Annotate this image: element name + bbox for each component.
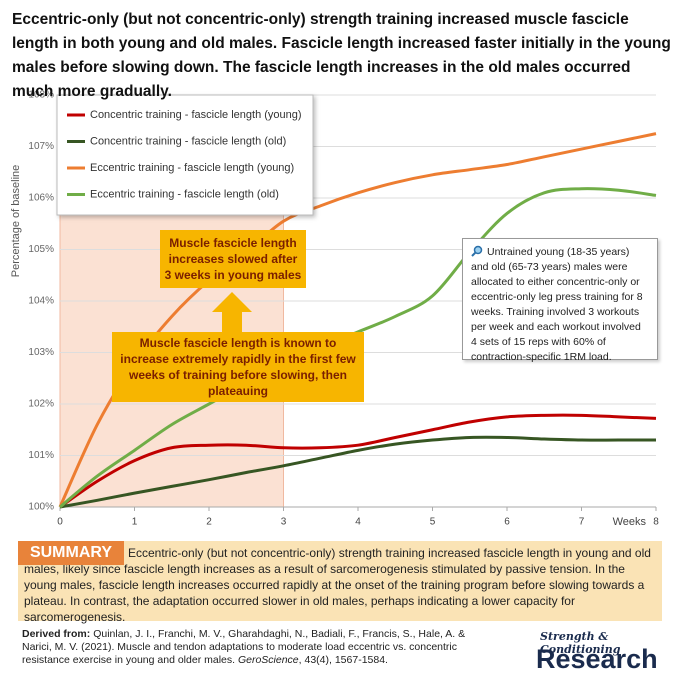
y-tick-label: 105% — [28, 244, 54, 255]
annotation-arrow — [212, 292, 252, 332]
annotation: Muscle fascicle length increases slowed … — [160, 230, 306, 288]
legend-box — [56, 94, 314, 216]
legend-label: Concentric training - fascicle length (o… — [90, 135, 286, 147]
citation-text: Quinlan, J. I., Franchi, M. V., Gharahda… — [22, 628, 466, 666]
x-tick-label: 1 — [132, 517, 138, 528]
legend-label: Eccentric training - fascicle length (ol… — [90, 188, 279, 200]
x-tick-label: 4 — [355, 517, 361, 528]
data-line — [59, 187, 657, 509]
summary-label: SUMMARY — [18, 541, 124, 565]
citation-details: , 43(4), 1567-1584. — [298, 654, 388, 666]
y-tick-label: 104% — [28, 296, 54, 307]
y-tick-label: 101% — [28, 450, 54, 461]
y-tick-label: 100% — [28, 502, 54, 513]
legend-label: Concentric training - fascicle length (y… — [90, 109, 302, 121]
legend-label: Eccentric training - fascicle length (yo… — [90, 162, 294, 174]
y-tick-label: 102% — [28, 399, 54, 410]
search-icon — [471, 245, 483, 257]
y-axis-label: Percentage of baseline — [10, 165, 22, 278]
chart-title: Eccentric-only (but not concentric-only)… — [12, 11, 671, 100]
y-tick-label: 107% — [28, 141, 54, 152]
data-line — [59, 435, 656, 509]
info-text: Untrained young (18-35 years) and old (6… — [471, 246, 643, 363]
info-box: Untrained young (18-35 years) and old (6… — [462, 238, 658, 363]
citation-journal: GeroScience — [237, 654, 299, 666]
x-tick-label: 2 — [206, 517, 212, 528]
x-axis-label: Weeks — [613, 516, 647, 528]
x-tick-label: 0 — [57, 517, 63, 528]
x-tick-label: 6 — [504, 517, 510, 528]
summary-box — [18, 541, 662, 621]
data-line — [59, 413, 657, 509]
x-tick-label: 5 — [430, 517, 436, 528]
x-tick-label: 8 — [653, 517, 659, 528]
logo-bottom: Research — [536, 644, 658, 674]
citation-label: Derived from: — [22, 628, 91, 640]
citation: Derived from: Quinlan, J. I., Franchi, M… — [22, 628, 492, 667]
annotation: Muscle fascicle length is known to incre… — [112, 332, 364, 402]
y-tick-label: 103% — [28, 347, 54, 358]
y-tick-label: 106% — [28, 193, 54, 204]
x-tick-label: 3 — [281, 517, 287, 528]
y-tick-label: 108% — [28, 90, 54, 101]
summary-text: Eccentric-only (but not concentric-only)… — [24, 546, 651, 624]
x-tick-label: 7 — [579, 517, 585, 528]
logo-top: Strength & Conditioning — [540, 630, 621, 656]
